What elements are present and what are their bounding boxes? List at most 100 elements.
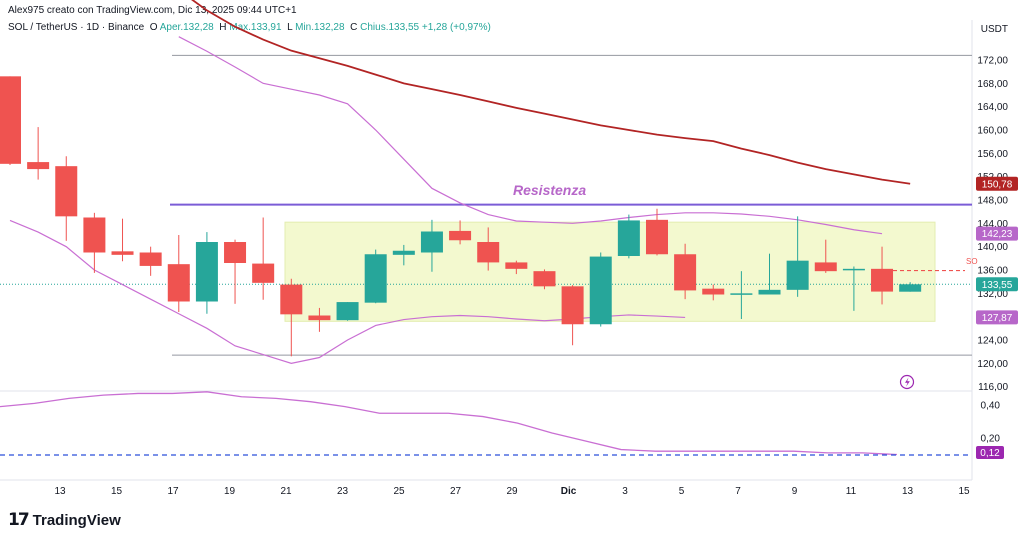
indicator-line (0, 391, 898, 456)
candle-body (336, 302, 359, 321)
low-value: Min.132,28 (295, 22, 345, 33)
date-tick-label: 13 (54, 486, 66, 497)
open-label: O (149, 22, 158, 33)
candle-body (814, 262, 837, 272)
candle-body (27, 162, 50, 170)
candle-body (224, 242, 247, 263)
candle-body (758, 289, 781, 295)
date-tick-label: 13 (902, 486, 914, 497)
candle-body (139, 252, 162, 266)
price-tick-label: 164,00 (977, 102, 1008, 113)
candle-body (167, 264, 190, 302)
price-badge-label: 133,55 (982, 280, 1013, 291)
candle-body (730, 293, 753, 295)
candle-body (702, 288, 725, 295)
date-tick-label: 21 (280, 486, 292, 497)
candle-body (308, 315, 331, 321)
high-value: Max.133,91 (229, 22, 282, 33)
candle-body (786, 260, 809, 290)
indicator-badge-label: 0,12 (980, 448, 1000, 459)
date-tick-label: 17 (167, 486, 179, 497)
price-badge (976, 277, 1018, 292)
resistance-label: Resistenza (513, 182, 586, 198)
tradingview-logo[interactable]: 17 TradingView (8, 510, 121, 530)
candle-body (533, 271, 556, 287)
candle-body (899, 284, 922, 292)
date-tick-label: 23 (337, 486, 349, 497)
ema-line (191, 0, 911, 185)
tradingview-logo-text: TradingView (32, 511, 121, 529)
date-tick-label: 19 (224, 486, 236, 497)
date-tick-label: Dic (561, 486, 577, 497)
symbol-legend: SOL / TetherUS · 1D · Binance O Aper.132… (8, 22, 491, 33)
price-tick-label: 144,00 (977, 219, 1008, 230)
candles-group (0, 76, 922, 357)
date-tick-label: 9 (792, 486, 798, 497)
candle-body (449, 230, 472, 241)
candle-body (561, 286, 584, 325)
candle-body (674, 254, 697, 291)
candle-body (477, 242, 500, 263)
date-tick-label: 25 (393, 486, 405, 497)
date-tick-label: 3 (622, 486, 628, 497)
candle-body (0, 76, 21, 164)
price-tick-label: 156,00 (977, 149, 1008, 160)
candle-body (589, 256, 612, 325)
currency-label: USDT (980, 24, 1008, 35)
change-value: +1,28 (+0,97%) (421, 22, 491, 33)
chart-credit: Alex975 creato con TradingView.com, Dic … (8, 5, 297, 16)
date-tick-label: 27 (450, 486, 462, 497)
indicator-tick-label: 0,40 (981, 401, 1001, 412)
price-badge-label: 127,87 (982, 313, 1013, 324)
date-tick-label: 11 (846, 486, 857, 497)
indicator-badge (976, 446, 1004, 459)
candle-body (252, 263, 275, 283)
price-tick-label: 160,00 (977, 126, 1008, 137)
date-tick-label: 7 (735, 486, 741, 497)
candle-body (55, 166, 78, 217)
date-tick-label: 5 (679, 486, 685, 497)
lightning-bolt-icon (905, 377, 910, 387)
candle-body (83, 217, 106, 253)
high-label: H (219, 22, 227, 33)
symbol-name[interactable]: SOL / TetherUS · 1D · Binance (8, 22, 145, 33)
price-badge (976, 176, 1018, 191)
candle-body (505, 262, 528, 269)
candle-body (364, 254, 387, 303)
candle-body (871, 268, 894, 292)
price-tick-label: 124,00 (977, 336, 1008, 347)
date-tick-label: 15 (958, 486, 970, 497)
price-tick-label: 116,00 (978, 382, 1008, 393)
low-label: L (287, 22, 293, 33)
price-tick-label: 136,00 (977, 266, 1008, 277)
candle-body (195, 242, 218, 302)
price-badge (976, 226, 1018, 241)
close-value: Chius.133,55 (360, 22, 420, 33)
candle-body (617, 220, 640, 256)
price-tick-label: 172,00 (977, 56, 1008, 67)
price-badge-label: 150,78 (982, 179, 1013, 190)
price-tick-label: 168,00 (977, 79, 1008, 90)
price-tick-label: 120,00 (977, 359, 1008, 370)
close-label: C (350, 22, 358, 33)
price-badge-label: 142,23 (982, 229, 1013, 240)
price-tick-label: 148,00 (977, 196, 1008, 207)
candle-body (392, 250, 415, 255)
indicator-tick-label: 0,20 (981, 434, 1001, 445)
price-badge (976, 310, 1018, 325)
open-value: Aper.132,28 (159, 22, 214, 33)
upper-band-line (178, 36, 883, 235)
signal-label: SO (966, 257, 978, 266)
date-tick-label: 15 (111, 486, 123, 497)
candle-body (420, 231, 443, 253)
lightning-icon (899, 374, 915, 390)
price-tick-label: 132,00 (977, 289, 1008, 300)
price-tick-label: 140,00 (977, 242, 1008, 253)
candle-body (842, 268, 865, 271)
date-tick-label: 29 (506, 486, 518, 497)
candle-body (645, 219, 668, 255)
candle-body (280, 284, 303, 315)
tradingview-logo-icon: 17 (8, 510, 30, 530)
candle-body (111, 251, 134, 255)
